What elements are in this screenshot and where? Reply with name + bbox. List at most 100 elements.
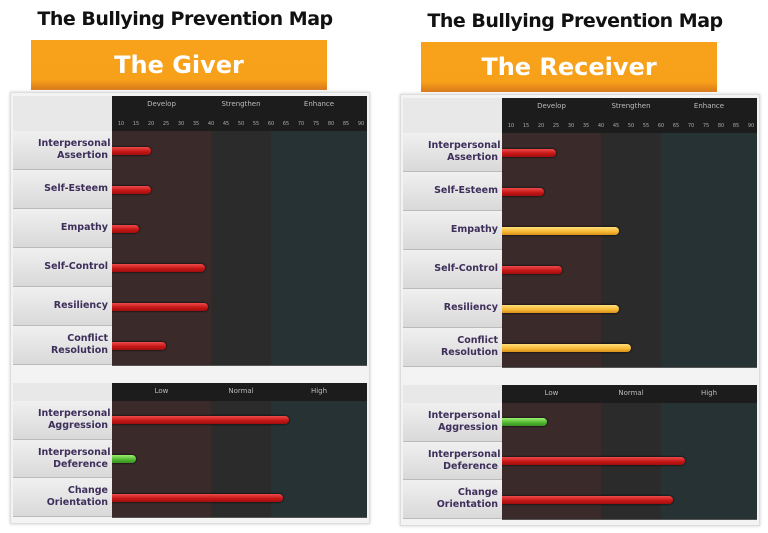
row-label: Self-Esteem <box>403 172 502 211</box>
tick-label: 70 <box>297 121 305 127</box>
row-label-text: Conflict Resolution <box>50 333 108 356</box>
bar-track <box>112 326 367 366</box>
row-label-text: Interpersonal Assertion <box>38 138 111 161</box>
zone-high <box>271 131 367 170</box>
tick-label: 85 <box>732 123 740 129</box>
header-blank <box>403 98 502 133</box>
row-label-text: Self-Esteem <box>434 185 498 196</box>
row-label-text: Interpersonal Deference <box>428 448 501 472</box>
chart-subtitle-banner: The Giver <box>31 40 327 90</box>
zone-mid <box>211 248 271 287</box>
tick-label: 75 <box>312 121 320 127</box>
row-label: Conflict Resolution <box>13 326 112 365</box>
bar-track <box>502 403 757 443</box>
zone-high <box>271 209 367 248</box>
zone-mid <box>211 439 271 479</box>
zone-mid <box>211 287 271 326</box>
tick-label: 40 <box>207 121 215 127</box>
row-label: Resiliency <box>403 289 502 328</box>
tick-label: 70 <box>687 123 695 129</box>
tick-label: 65 <box>672 123 680 129</box>
bar <box>502 343 631 352</box>
row-label: Self-Esteem <box>13 170 112 209</box>
row-label: Conflict Resolution <box>403 328 502 367</box>
scale-level-label: Low <box>154 387 169 395</box>
tick-label: 20 <box>147 121 155 127</box>
bar-track <box>112 287 367 327</box>
tick-label: 15 <box>522 123 530 129</box>
tick-label: 45 <box>612 123 620 129</box>
zone-mid <box>601 172 661 211</box>
zone-high <box>271 478 367 518</box>
tick-label: 85 <box>342 121 350 127</box>
tick-label: 90 <box>747 123 755 129</box>
scale-level-label: Strengthen <box>221 100 261 108</box>
bar <box>112 455 136 464</box>
scale-level-label: Low <box>544 389 559 397</box>
chart-panel: Develop Strengthen Enhance 10 15 20 25 30 35 40 45… <box>400 94 760 526</box>
scale-level-label: Develop <box>147 100 176 108</box>
bar <box>112 302 208 311</box>
tick-label: 45 <box>222 121 230 127</box>
tick-label: 80 <box>717 123 725 129</box>
row-label: Empathy <box>403 211 502 250</box>
tick-label: 50 <box>627 123 635 129</box>
zone-high <box>271 170 367 209</box>
tick-label: 40 <box>597 123 605 129</box>
bar-track <box>502 480 757 521</box>
zone-mid <box>211 131 271 170</box>
bar-track <box>502 133 757 173</box>
zone-mid <box>211 209 271 248</box>
bar <box>112 341 166 350</box>
chart-title: The Bullying Prevention Map <box>427 10 723 32</box>
scale-level-label: High <box>310 387 328 395</box>
bar-track <box>502 289 757 329</box>
header-blank <box>403 385 502 403</box>
tick-label: 15 <box>132 121 140 127</box>
bar <box>502 226 619 235</box>
zone-high <box>271 287 367 326</box>
zone-high <box>661 289 757 328</box>
scale-level-label: Develop <box>537 102 566 110</box>
bar <box>502 304 619 313</box>
bar-track <box>112 439 367 480</box>
row-label-text: Self-Control <box>44 261 108 272</box>
bar <box>112 416 289 425</box>
bar <box>112 493 283 502</box>
scale-level-label: Normal <box>228 387 254 395</box>
bar <box>502 148 556 157</box>
zone-mid <box>211 326 271 365</box>
zone-high <box>661 172 757 211</box>
bar-track <box>112 170 367 210</box>
bar-track <box>112 248 367 288</box>
bar-track <box>502 250 757 290</box>
bar-track <box>502 211 757 251</box>
scale-header: Low Normal High <box>502 385 757 403</box>
zone-high <box>271 248 367 287</box>
row-label-text: Resiliency <box>53 300 108 311</box>
zone-high <box>661 250 757 289</box>
row-label: Self-Control <box>13 248 112 287</box>
row-label-text: Conflict Resolution <box>440 335 498 358</box>
tick-label: 60 <box>267 121 275 127</box>
bar-track <box>502 172 757 212</box>
chart-panel: Develop Strengthen Enhance 10 15 20 25 30 35 40 45… <box>10 92 370 524</box>
zone-mid <box>211 170 271 209</box>
row-label-text: Interpersonal Assertion <box>428 140 501 163</box>
row-label: Interpersonal Aggression <box>13 401 112 440</box>
bar <box>502 495 673 504</box>
row-label: Self-Control <box>403 250 502 289</box>
bar <box>502 457 685 466</box>
bar-track <box>502 328 757 368</box>
row-label-text: Self-Esteem <box>44 183 108 194</box>
header-blank <box>13 96 112 131</box>
tick-label: 50 <box>237 121 245 127</box>
row-label-text: Resiliency <box>443 302 498 313</box>
tick-label: 90 <box>357 121 365 127</box>
row-label: Empathy <box>13 209 112 248</box>
zone-mid <box>601 250 661 289</box>
row-label: Interpersonal Deference <box>403 441 502 481</box>
zone-mid <box>601 403 661 442</box>
tick-label: 10 <box>117 121 125 127</box>
scale-level-label: High <box>700 389 718 397</box>
